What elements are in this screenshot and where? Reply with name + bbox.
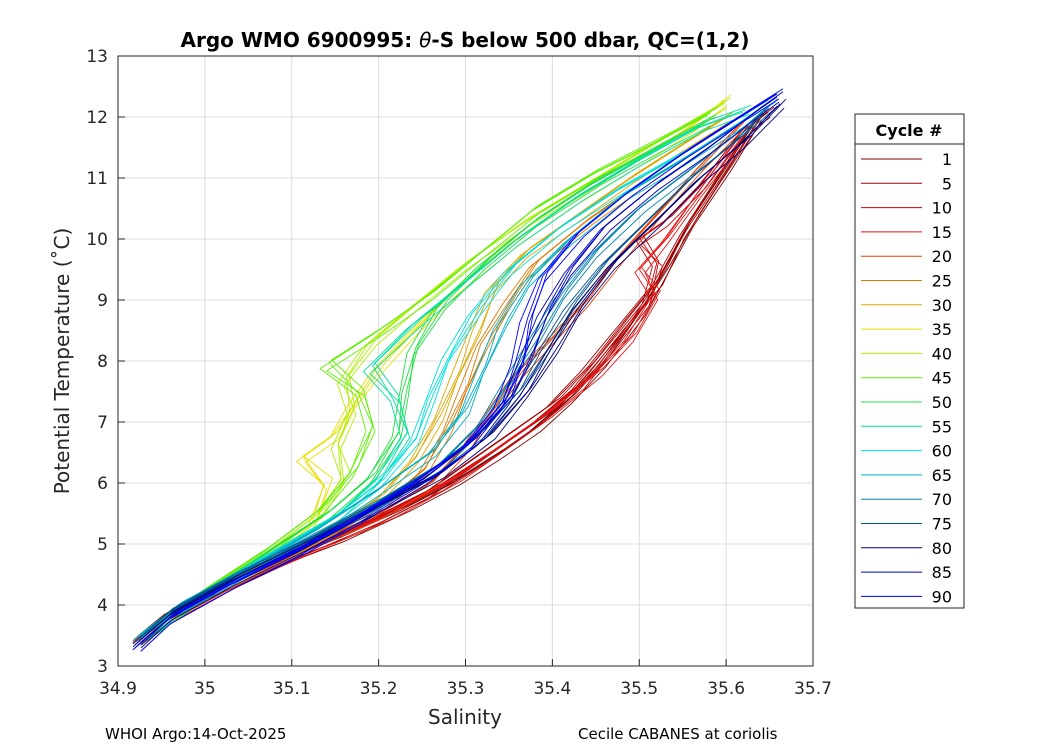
legend-label: 10 [932, 199, 952, 218]
y-tick-label: 5 [97, 535, 108, 555]
series-line-cycle-90 [137, 88, 784, 646]
series-line-cycle-85 [132, 96, 778, 651]
y-tick-label: 3 [97, 657, 108, 677]
legend-label: 20 [932, 247, 952, 266]
legend-label: 15 [932, 223, 952, 242]
y-tick-label: 11 [86, 169, 108, 189]
legend-label: 85 [932, 563, 952, 582]
legend-label: 35 [932, 320, 952, 339]
series-line-cycle-65 [134, 106, 764, 640]
series-line-cycle-85 [137, 91, 784, 646]
series-line-cycle-25 [149, 122, 741, 640]
legend-label: 5 [942, 174, 952, 193]
y-tick-label: 8 [97, 352, 108, 372]
series-line-cycle-90 [132, 93, 778, 651]
legend-label: 30 [932, 296, 952, 315]
y-tick-label: 12 [86, 108, 108, 128]
x-tick-label: 35 [194, 679, 216, 699]
legend-label: 55 [932, 417, 952, 436]
y-axis-label: Potential Temperature (˚C) [50, 228, 74, 495]
series-line-cycle-30 [149, 119, 733, 637]
y-tick-label: 4 [97, 596, 108, 616]
footer-left: WHOI Argo:14-Oct-2025 [105, 725, 287, 743]
title-prefix: Argo WMO 6900995: [181, 28, 420, 52]
x-tick-label: 35.1 [273, 679, 311, 699]
x-tick-label: 35.2 [360, 679, 398, 699]
chart-title: Argo WMO 6900995: θ-S below 500 dbar, QC… [181, 28, 750, 52]
series-line-cycle-45 [157, 116, 715, 631]
series-line-cycle-15 [132, 142, 735, 643]
x-tick-label: 34.9 [99, 679, 137, 699]
series-line-cycle-90 [140, 98, 780, 652]
legend-label: 50 [932, 393, 952, 412]
x-tick-label: 35.3 [447, 679, 485, 699]
series-group [132, 88, 787, 652]
series-line-cycle-40 [149, 102, 726, 632]
y-tick-label: 7 [97, 413, 108, 433]
series-line-cycle-75 [137, 107, 769, 640]
y-tick-label: 9 [97, 291, 108, 311]
y-tick-label: 6 [97, 474, 108, 494]
x-tick-label: 35.7 [794, 679, 832, 699]
legend-label: 40 [932, 344, 952, 363]
legend-title: Cycle # [876, 121, 943, 140]
series-line-cycle-5 [140, 116, 771, 645]
series-line-cycle-15 [140, 144, 742, 645]
x-tick-label: 35.4 [533, 679, 571, 699]
y-tick-label: 10 [86, 230, 108, 250]
legend-label: 75 [932, 515, 952, 534]
legend-box [854, 113, 965, 609]
legend-label: 60 [932, 442, 952, 461]
x-tick-label: 35.6 [707, 679, 745, 699]
series-line-cycle-50 [149, 121, 708, 632]
legend-label: 80 [932, 539, 952, 558]
series-line-cycle-80 [137, 98, 787, 643]
footer-right: Cecile CABANES at coriolis [578, 725, 778, 743]
title-theta: θ [419, 28, 431, 52]
legend-label: 1 [942, 150, 952, 169]
legend-label: 65 [932, 466, 952, 485]
legend-label: 45 [932, 369, 952, 388]
y-tick-label: 13 [86, 47, 108, 67]
series-line-cycle-60 [141, 99, 769, 638]
x-tick-label: 35.5 [620, 679, 658, 699]
title-suffix: -S below 500 dbar, QC=(1,2) [431, 28, 749, 52]
series-line-cycle-80 [140, 107, 785, 649]
legend-label: 90 [932, 587, 952, 606]
x-axis-label: Salinity [428, 705, 502, 729]
legend: Cycle # 15101520253035404550556065707580… [854, 113, 965, 609]
series-line-cycle-45 [149, 114, 708, 629]
axis-ticks: 34.9 35 35.1 35.2 35.3 35.4 35.5 35.6 35.7 3 4 5 6 7 8… [86, 47, 832, 699]
series-line-cycle-60 [146, 92, 778, 634]
legend-label: 25 [932, 272, 952, 291]
legend-label: 70 [932, 490, 952, 509]
series-line-cycle-85 [140, 101, 780, 652]
series-line-cycle-50 [154, 114, 717, 628]
series-line-cycle-55 [146, 104, 752, 631]
